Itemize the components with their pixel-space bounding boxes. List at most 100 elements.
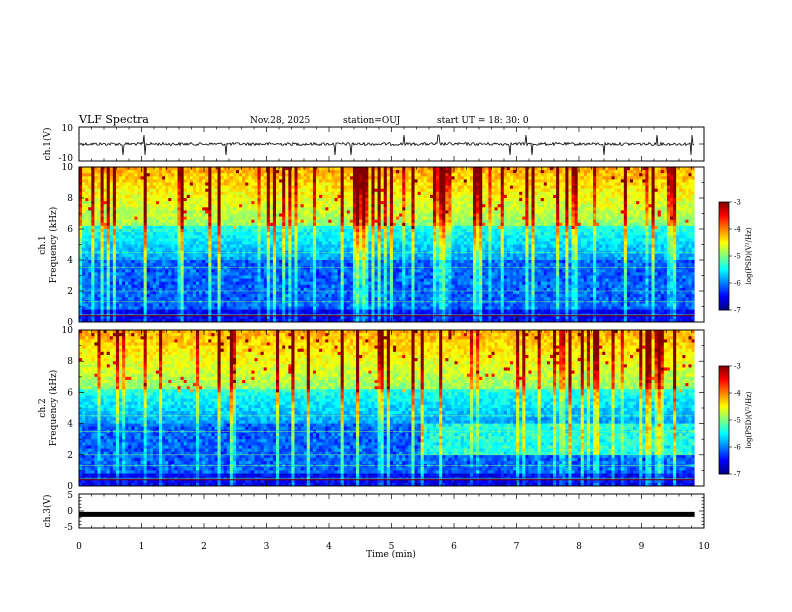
spectrogram-cell [559,170,563,174]
spectrogram-cell [359,207,363,211]
spectrogram-cell [312,222,317,227]
spectrogram-cell [525,222,529,227]
spectrogram-cell [152,194,157,199]
spectrogram-cell [128,235,132,239]
spectrogram-cell [497,194,502,199]
spectrogram-cell [537,176,542,180]
spectrogram-cell [303,173,308,177]
spectrogram-cell [352,232,357,236]
spectrogram-cell [460,225,465,230]
spectrogram-cell [343,229,348,233]
spectrogram-cell [657,238,662,242]
spectrogram-cell [605,229,609,233]
spectrogram-cell [211,219,215,224]
spectrogram-cell [482,204,486,208]
spectrogram-cell [112,191,117,196]
spectrogram-cell [282,185,286,190]
spectrogram-cell [479,194,483,199]
spectrogram-cell [448,210,452,214]
spectrogram-cell [420,173,425,177]
spectrogram-cell [159,222,163,227]
spectrogram-cell [574,225,579,230]
spectrogram-cell [239,198,243,202]
spectrogram-cell [457,201,462,205]
spectrogram-cell [199,201,203,205]
spectrogram-cell [109,201,114,205]
spectrogram-cell [297,222,302,227]
spectrogram-cell [100,191,105,196]
spectrogram-cell [195,194,200,199]
spectrogram-cell [670,222,674,227]
spectrogram-cell [506,170,511,174]
spectrogram-cell [337,207,342,211]
spectrogram-cell [648,173,652,177]
spectrogram-cell [445,216,449,221]
spectrogram-cell [611,182,615,186]
spectrogram-cell [291,207,295,211]
spectrogram-cell [553,179,557,183]
spectrogram-cell [202,210,206,214]
spectrogram-cell [439,210,443,214]
spectrogram-cell [312,179,317,183]
spectrogram-cell [608,210,612,214]
spectrogram-cell [106,213,111,217]
spectrogram-cell [565,232,569,236]
spectrogram-cell [666,185,671,190]
spectrogram-cell [414,225,418,230]
spectrogram-cell [691,222,696,227]
spectrogram-cell [334,182,338,186]
spectrogram-cell [337,191,342,196]
spectrogram-cell [553,176,557,180]
spectrogram-cell [423,167,428,171]
spectrogram-cell [565,191,569,196]
spectrogram-cell [177,213,181,217]
spectrogram-cell [232,219,237,224]
spectrogram-cell [673,204,677,208]
spectrogram-cell [248,191,252,196]
spectrogram-cell [232,191,237,196]
spectrogram-cell [448,188,452,193]
spectrogram-cell [460,170,465,174]
spectrogram-cell [670,188,674,193]
spectrogram-cell [432,210,437,214]
spectrogram-cell [596,170,600,174]
spectrogram-cell [420,232,425,236]
spectrogram-cell [146,194,151,199]
spectrogram-cell [115,185,120,190]
spectrogram-cell [466,216,471,221]
spectrogram-cell [380,232,385,236]
spectrogram-cell [239,207,243,211]
spectrogram-cell [288,182,292,186]
ch1-ytick-bottom: -10 [59,154,74,164]
spectrogram-cell [217,173,221,177]
spectrogram-cell [411,173,415,177]
spectrogram-cell [432,219,437,224]
spectrogram-cell [559,232,563,236]
spectrogram-cell [476,198,480,202]
spectrogram-cell [180,191,185,196]
spectrogram-cell [605,213,609,217]
spectrogram-cell [623,191,628,196]
spectrogram-cell [488,170,492,174]
spectrogram-cell [266,198,271,202]
spectrogram-cell [294,179,298,183]
spectrogram-cell [392,201,397,205]
spectrogram-cell [180,207,185,211]
spectrogram-cell [177,222,181,227]
spectrogram-cell [574,213,579,217]
spectrogram-cell [586,188,591,193]
spectrogram-cell [257,207,262,211]
spectrogram-cell [411,238,415,242]
spectrogram-cell [534,173,539,177]
spectrogram-cell [180,179,185,183]
spectrogram-cell [377,225,382,230]
spectrogram-cell [479,191,483,196]
spectrogram-cell [122,179,126,183]
spectrogram-cell [516,198,520,202]
spectrogram-cell [82,191,86,196]
spectrogram-cell [245,179,249,183]
spectrogram-cell [115,210,120,214]
spectrogram-cell [303,191,308,196]
spectrogram-cell [149,167,154,171]
spectrogram-cell [168,222,172,227]
